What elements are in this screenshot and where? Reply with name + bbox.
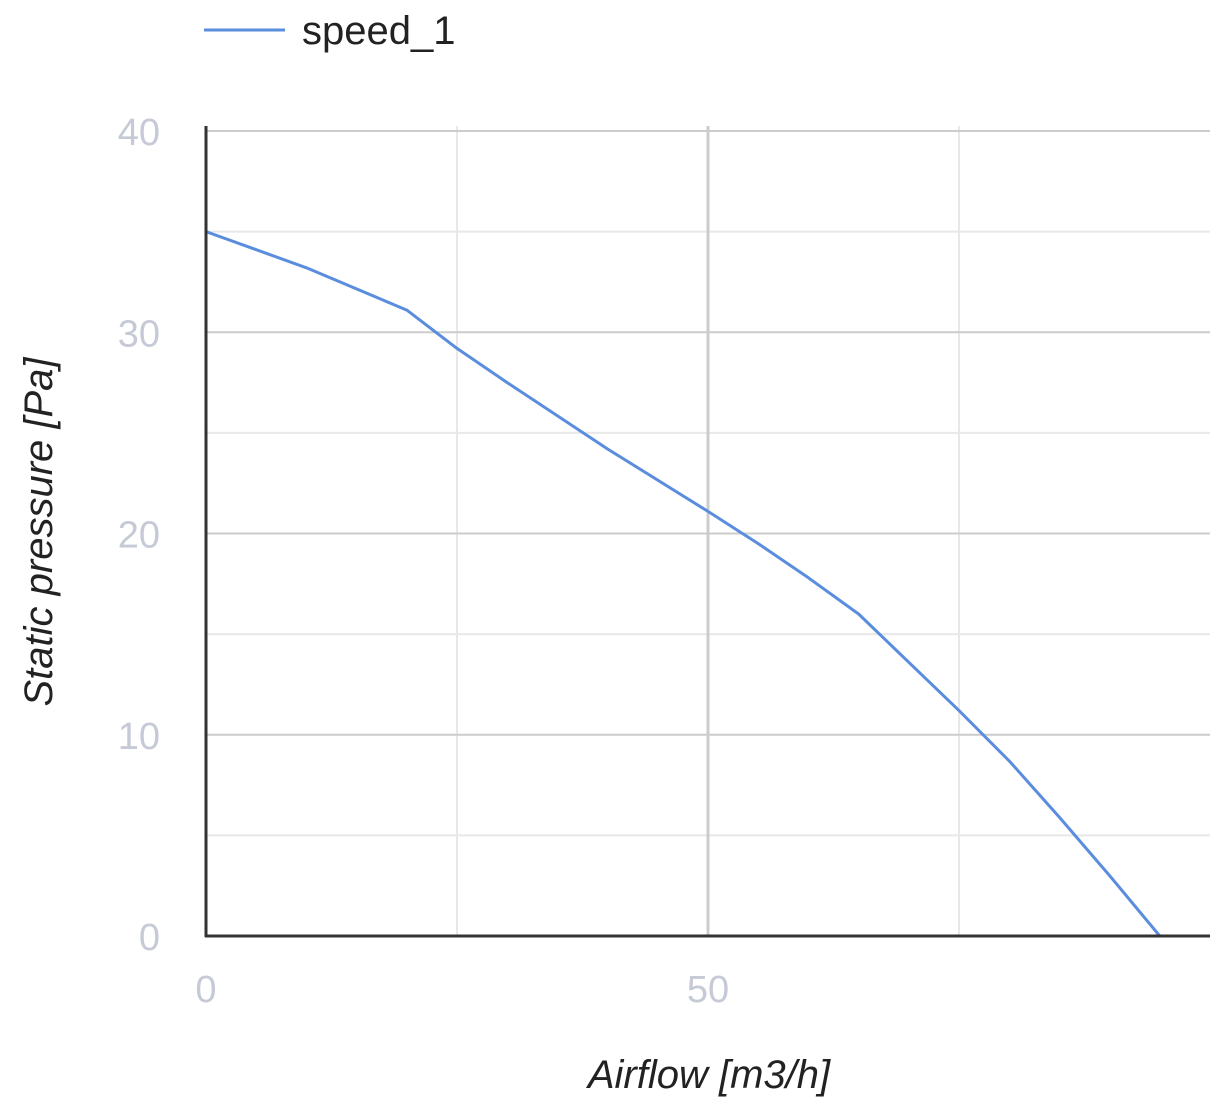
x-tick-label-50: 50	[687, 969, 729, 1011]
y-tick-label-20: 20	[118, 515, 160, 557]
grid	[206, 126, 1210, 936]
y-tick-label-10: 10	[118, 716, 160, 758]
x-tick-labels: 0 50	[195, 969, 729, 1011]
y-tick-label-0: 0	[139, 917, 160, 959]
series-layer	[204, 230, 1162, 938]
y-tick-label-30: 30	[118, 313, 160, 355]
series-line-speed-1	[204, 230, 1162, 938]
x-tick-label-0: 0	[195, 969, 216, 1011]
y-tick-label-40: 40	[118, 112, 160, 154]
y-axis-title: Static pressure [Pa]	[17, 357, 61, 707]
axes	[204, 126, 1210, 938]
legend[interactable]: speed_1	[204, 9, 455, 53]
legend-label-speed-1: speed_1	[302, 9, 455, 53]
y-tick-labels: 0 10 20 30 40	[118, 112, 160, 959]
x-axis-title: Airflow [m3/h]	[586, 1053, 831, 1097]
